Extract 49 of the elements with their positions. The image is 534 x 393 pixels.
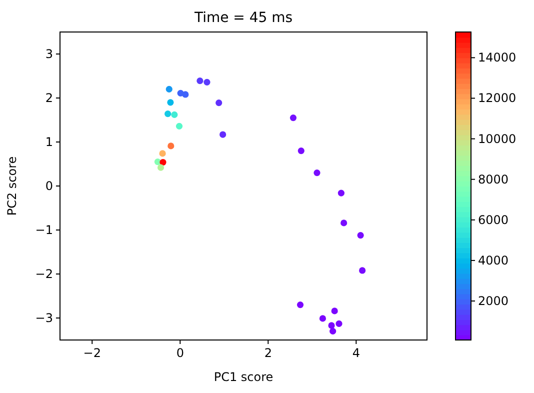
point xyxy=(182,91,189,98)
y-tick-label: −1 xyxy=(35,223,53,237)
point xyxy=(290,114,297,122)
y-tick-label: 2 xyxy=(45,91,53,105)
color-bar-label: 4000 xyxy=(478,253,509,268)
x-tick-label: 4 xyxy=(352,346,360,360)
point xyxy=(159,150,166,157)
point xyxy=(204,78,210,86)
color-bar-label: 8000 xyxy=(478,172,509,186)
point xyxy=(357,232,364,239)
point xyxy=(359,267,366,274)
point xyxy=(220,131,226,138)
y-tick-label: 0 xyxy=(45,179,53,193)
point xyxy=(296,302,304,308)
y-tick-label: −2 xyxy=(35,267,53,281)
point xyxy=(330,328,336,334)
point xyxy=(166,86,172,92)
point xyxy=(154,158,161,166)
point xyxy=(328,322,335,329)
point xyxy=(196,78,204,84)
color-bar-label: 6000 xyxy=(478,212,509,227)
point xyxy=(160,158,166,166)
point xyxy=(168,142,174,150)
chart-title: Time = 45 ms xyxy=(193,10,293,26)
point xyxy=(176,122,183,130)
point xyxy=(331,308,338,314)
y-tick-label: 3 xyxy=(45,47,53,61)
color-bar-label: 2000 xyxy=(478,294,509,308)
point xyxy=(216,100,222,106)
point xyxy=(171,111,178,118)
x-tick-label: 0 xyxy=(176,346,184,360)
point xyxy=(340,220,348,226)
color-bar-label: 14000 xyxy=(478,50,516,65)
y-tick-label: −3 xyxy=(35,311,53,325)
point xyxy=(314,170,320,176)
y-tick-label: 1 xyxy=(45,135,53,149)
point xyxy=(298,148,304,154)
point xyxy=(338,190,344,196)
point xyxy=(157,164,164,171)
x-tick-label: −2 xyxy=(83,346,101,360)
x-axis-title: PC1 score xyxy=(214,370,274,384)
color-bar-label: 10000 xyxy=(478,132,516,146)
y-axis-title: PC2 score xyxy=(5,156,19,216)
point xyxy=(164,110,172,118)
point xyxy=(336,320,342,328)
x-tick-label: 2 xyxy=(264,346,272,360)
point xyxy=(167,99,174,106)
color-bar-label: 12000 xyxy=(478,91,516,106)
point xyxy=(319,315,326,322)
